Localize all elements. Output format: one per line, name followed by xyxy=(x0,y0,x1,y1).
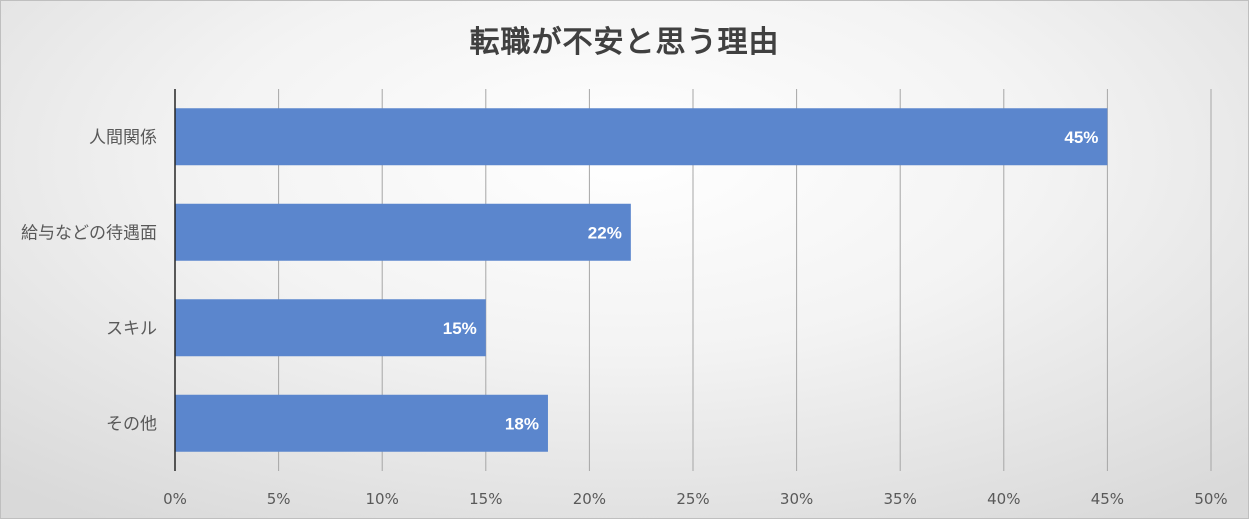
category-label: 給与などの待遇面 xyxy=(21,223,157,243)
chart-title: 転職が不安と思う理由 xyxy=(469,25,780,60)
data-label: 15% xyxy=(443,319,477,338)
x-tick-label: 35% xyxy=(884,490,917,508)
category-label: その他 xyxy=(106,414,157,434)
x-tick-label: 0% xyxy=(163,490,187,508)
bars xyxy=(175,108,1108,452)
x-tick-label: 25% xyxy=(676,490,709,508)
labels: 0% 5% 10% 15% 20% 25% 30% 35% 40% 45% 50% 人間関係 45% 給与… xyxy=(21,128,1228,508)
x-tick-label: 45% xyxy=(1091,490,1124,508)
bar xyxy=(175,394,548,452)
bar xyxy=(175,203,631,261)
category-label: 人間関係 xyxy=(89,128,157,148)
data-label: 18% xyxy=(505,414,539,433)
data-label: 45% xyxy=(1064,128,1098,147)
x-tick-label: 10% xyxy=(366,490,399,508)
x-tick-label: 40% xyxy=(987,490,1020,508)
x-tick-label: 50% xyxy=(1194,490,1227,508)
data-label: 22% xyxy=(588,223,622,242)
category-label: スキル xyxy=(106,319,157,339)
bar xyxy=(175,108,1108,166)
x-tick-label: 20% xyxy=(573,490,606,508)
x-tick-label: 30% xyxy=(780,490,813,508)
x-tick-label: 5% xyxy=(267,490,291,508)
bar xyxy=(175,299,486,357)
x-tick-label: 15% xyxy=(469,490,502,508)
